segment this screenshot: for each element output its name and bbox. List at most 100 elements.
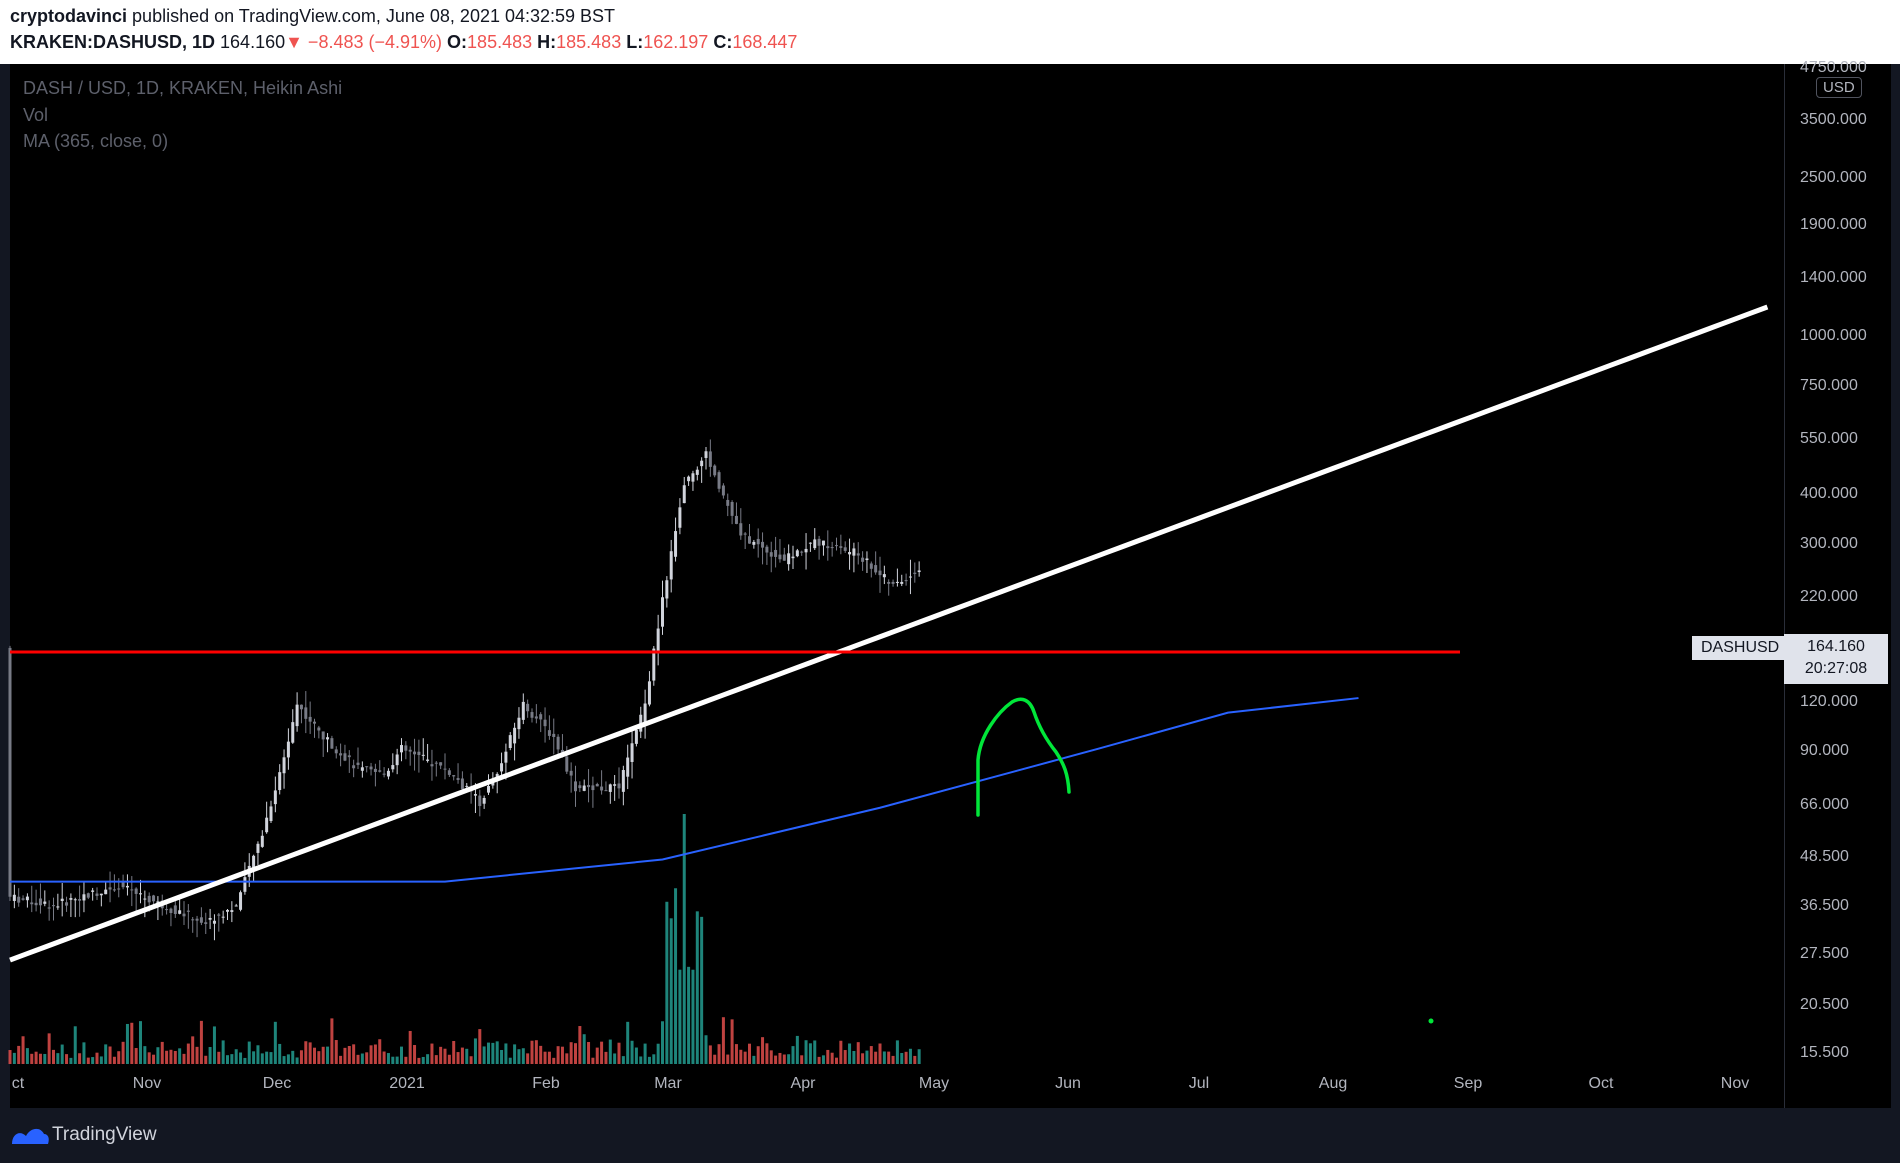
candle-body [826, 546, 830, 549]
volume-bar [730, 1019, 734, 1064]
volume-bar [678, 969, 682, 1064]
candle-body [56, 906, 60, 908]
candle-body [147, 895, 151, 903]
volume-bar [891, 1055, 895, 1064]
volume-bar [299, 1050, 303, 1064]
candle-body [265, 817, 269, 833]
candle-body [626, 757, 630, 777]
volume-bar [487, 1042, 490, 1064]
candle-body [291, 722, 295, 743]
candle-body [730, 501, 734, 516]
candle-body [569, 770, 573, 776]
candle-body [856, 553, 860, 556]
price-tick: 1900.000 [1800, 216, 1867, 233]
legend-ma[interactable]: MA (365, close, 0) [23, 131, 169, 151]
volume-bar [643, 1043, 647, 1064]
volume-bar [186, 1043, 190, 1064]
volume-bar [252, 1051, 256, 1064]
candle-body [830, 547, 834, 549]
price-tick: 20.500 [1800, 996, 1849, 1013]
candle-body [339, 753, 343, 756]
volume-bar [295, 1057, 299, 1064]
volume-bar [78, 1053, 82, 1064]
currency-badge[interactable]: USD [1816, 77, 1862, 98]
candle-body [447, 770, 451, 775]
volume-bar [17, 1045, 21, 1064]
volume-bar [413, 1045, 417, 1064]
time-tick: May [918, 1075, 950, 1092]
volume-bar [95, 1052, 99, 1064]
candle-body [369, 766, 373, 770]
volume-bar [443, 1048, 447, 1064]
tradingview-logo-icon[interactable] [10, 1124, 50, 1148]
last-price: 164.160 [220, 32, 286, 52]
legend-vol[interactable]: Vol [23, 105, 49, 125]
brand-name[interactable]: TradingView [52, 1124, 157, 1145]
candle-body [34, 902, 38, 906]
volume-bar [239, 1052, 243, 1064]
candle-body [347, 755, 351, 758]
time-tick: Dec [262, 1075, 292, 1092]
volume-bar [65, 1054, 69, 1064]
candle-body [543, 719, 547, 727]
candle-body [182, 913, 186, 917]
candle-body [321, 731, 325, 740]
volume-bar [334, 1040, 338, 1064]
candle-body [230, 910, 234, 912]
volume-bar [30, 1053, 34, 1064]
volume-bar [125, 1023, 129, 1064]
time-tick: Nov [132, 1075, 162, 1092]
time-tick: Nov [1720, 1075, 1750, 1092]
volume-bar [552, 1057, 556, 1064]
candle-body [691, 473, 695, 482]
volume-bar [495, 1041, 499, 1064]
candle-body [482, 797, 486, 804]
candle-body [234, 905, 238, 907]
candle-body [282, 757, 286, 774]
volume-bar [460, 1047, 464, 1064]
candle-body [226, 909, 229, 912]
volume-bar [587, 1041, 591, 1064]
price-axis[interactable] [1784, 64, 1891, 1108]
volume-bar [147, 1052, 151, 1064]
volume-bar [887, 1051, 891, 1064]
candle-body [782, 554, 786, 561]
price-tick: 36.500 [1800, 897, 1849, 914]
candle-body [665, 580, 669, 599]
volume-bar [217, 1051, 221, 1064]
volume-bar [665, 901, 669, 1064]
volume-bar [156, 1047, 160, 1064]
volume-bar [152, 1054, 156, 1064]
volume-bar [191, 1036, 195, 1064]
price-tick: 2500.000 [1800, 169, 1867, 186]
candle-body [313, 721, 316, 724]
open-value: 185.483 [467, 32, 533, 52]
time-tick: Aug [1318, 1075, 1348, 1092]
legend-title[interactable]: DASH / USD, 1D, KRAKEN, Heikin Ashi [23, 78, 343, 98]
volume-bar [848, 1043, 852, 1064]
bar-countdown: 20:27:08 [1804, 660, 1868, 677]
volume-bar [143, 1046, 147, 1064]
author-name[interactable]: cryptodavinci [10, 6, 128, 26]
candle-body [395, 754, 399, 766]
volume-bar [504, 1043, 508, 1064]
candles [8, 439, 921, 941]
symbol-label[interactable]: KRAKEN:DASHUSD, 1D [10, 32, 216, 52]
candle-body [152, 895, 156, 902]
volume-bar [360, 1053, 364, 1064]
candle-body [517, 717, 521, 730]
candle-body [173, 905, 177, 915]
volume-bar [882, 1051, 886, 1064]
candle-body [756, 538, 760, 545]
candle-body [86, 893, 90, 898]
open-label: O: [447, 32, 468, 52]
volume-bar [365, 1052, 369, 1064]
volume-bar [578, 1026, 582, 1064]
volume-bar [913, 1055, 917, 1064]
volume-bar [774, 1055, 778, 1064]
time-tick: ct [11, 1075, 25, 1092]
volume-bar [265, 1051, 269, 1064]
candle-body [813, 539, 817, 549]
candle-body [330, 738, 334, 749]
